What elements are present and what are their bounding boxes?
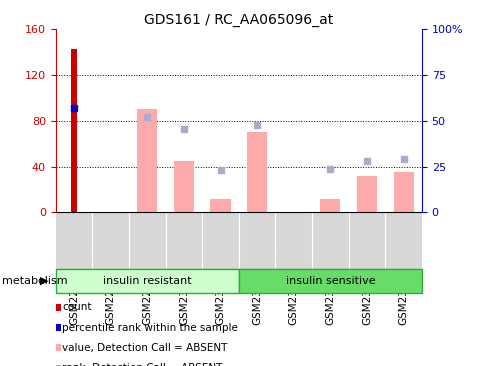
Text: insulin resistant: insulin resistant	[103, 276, 191, 286]
Bar	[239, 269, 421, 293]
Text: value, Detection Call = ABSENT: value, Detection Call = ABSENT	[62, 343, 227, 353]
Bar	[393, 172, 413, 212]
Text: count: count	[62, 302, 91, 313]
Text: rank, Detection Call = ABSENT: rank, Detection Call = ABSENT	[62, 363, 222, 366]
Bar	[356, 176, 377, 212]
Bar	[210, 198, 230, 212]
Text: ▶: ▶	[40, 276, 48, 286]
Bar	[137, 109, 157, 212]
Bar	[173, 161, 194, 212]
Bar	[56, 269, 239, 293]
Text: insulin sensitive: insulin sensitive	[285, 276, 375, 286]
Bar	[246, 132, 267, 212]
Bar	[319, 198, 340, 212]
Text: percentile rank within the sample: percentile rank within the sample	[62, 322, 237, 333]
Text: metabolism: metabolism	[2, 276, 68, 286]
Title: GDS161 / RC_AA065096_at: GDS161 / RC_AA065096_at	[144, 13, 333, 27]
Bar	[71, 49, 77, 212]
